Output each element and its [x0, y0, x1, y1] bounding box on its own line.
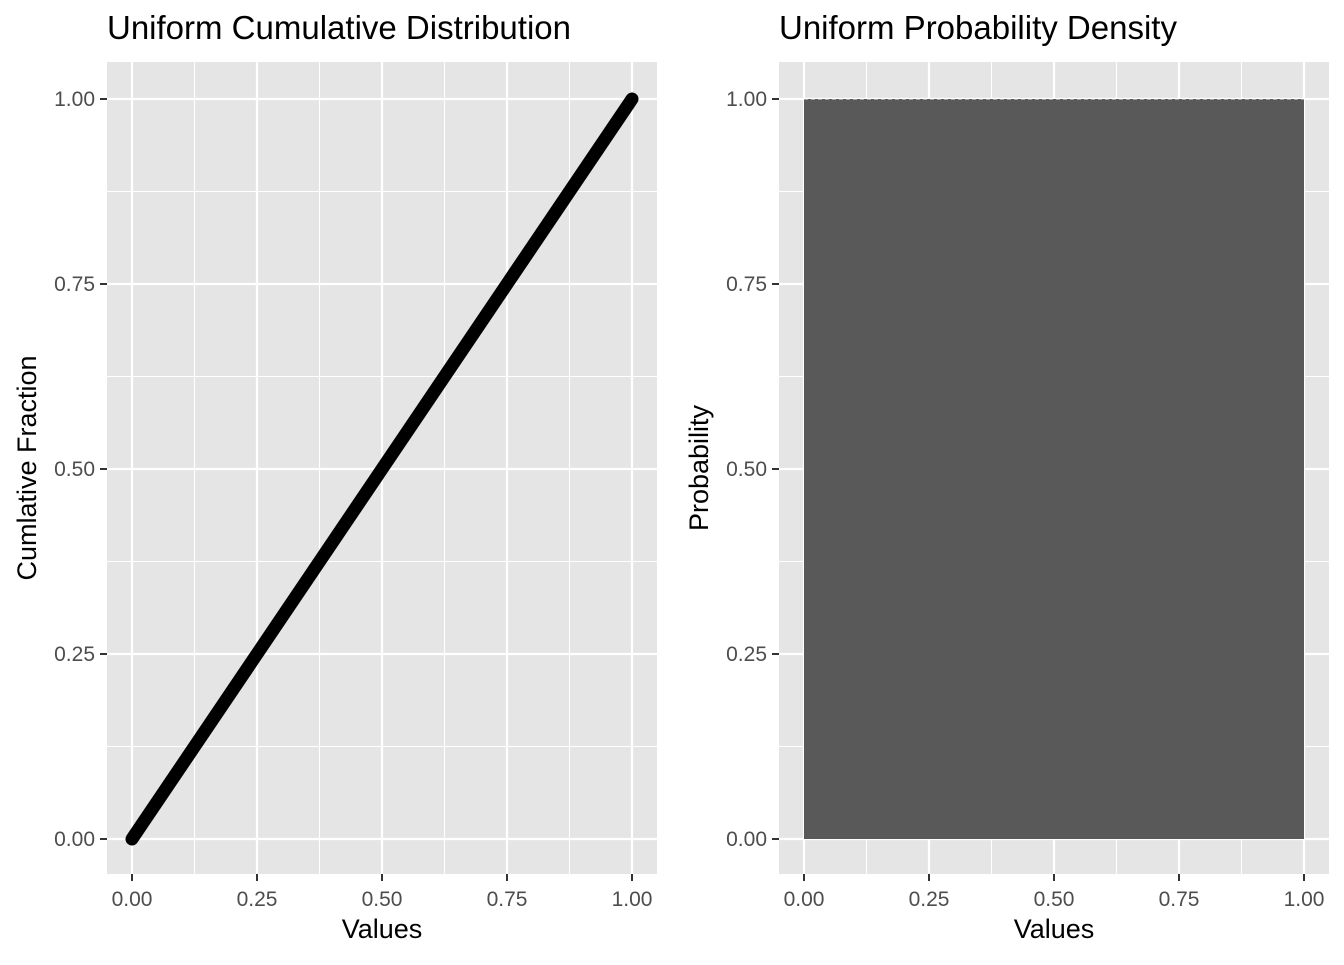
- cdf-y-axis-title: Cumlative Fraction: [12, 355, 42, 580]
- cdf-data-marks: [125, 92, 639, 846]
- pdf-x-ticks: 0.00 0.25 0.50 0.75 1.00: [784, 888, 1325, 911]
- pdf-x-tick-label: 1.00: [1284, 888, 1325, 911]
- pdf-x-tick-label: 0.25: [909, 888, 950, 911]
- pdf-y-axis-title: Probability: [684, 404, 714, 531]
- pdf-title: Uniform Probability Density: [779, 9, 1177, 46]
- cdf-y-tick-label: 0.25: [54, 643, 95, 666]
- pdf-y-tick-label: 0.75: [726, 273, 767, 296]
- cdf-gridlines: [100, 62, 657, 881]
- pdf-data-marks: [804, 98, 1304, 839]
- pdf-density-area: [804, 99, 1304, 839]
- pdf-y-tick-label: 0.00: [726, 828, 767, 851]
- cdf-x-tick-label: 0.75: [487, 888, 528, 911]
- cdf-line: [125, 92, 639, 846]
- cdf-y-tick-label: 0.50: [54, 458, 95, 481]
- cdf-x-ticks: 0.00 0.25 0.50 0.75 1.00: [112, 888, 653, 911]
- pdf-x-tick-label: 0.50: [1034, 888, 1075, 911]
- cdf-x-tick-label: 0.00: [112, 888, 153, 911]
- cdf-y-tick-label: 0.00: [54, 828, 95, 851]
- pdf-y-tick-label: 0.25: [726, 643, 767, 666]
- pdf-y-tick-label: 0.50: [726, 458, 767, 481]
- pdf-x-tick-label: 0.00: [784, 888, 825, 911]
- cdf-x-tick-label: 0.50: [362, 888, 403, 911]
- cdf-y-tick-label: 1.00: [54, 88, 95, 111]
- cdf-title: Uniform Cumulative Distribution: [107, 9, 571, 46]
- cdf-x-tick-label: 0.25: [237, 888, 278, 911]
- cdf-x-axis-title: Values: [342, 914, 423, 944]
- pdf-plot: Uniform Probability Density 0.00 0.25 0.…: [684, 9, 1329, 944]
- pdf-x-axis-title: Values: [1014, 914, 1095, 944]
- cdf-y-tick-label: 0.75: [54, 273, 95, 296]
- cdf-y-ticks: 0.00 0.25 0.50 0.75 1.00: [54, 88, 95, 851]
- cdf-plot: Uniform Cumulative Distribution 0.00 0.2…: [12, 9, 657, 944]
- pdf-y-ticks: 0.00 0.25 0.50 0.75 1.00: [726, 88, 767, 851]
- cdf-x-tick-label: 1.00: [612, 888, 653, 911]
- pdf-y-tick-label: 1.00: [726, 88, 767, 111]
- pdf-x-tick-label: 0.75: [1159, 888, 1200, 911]
